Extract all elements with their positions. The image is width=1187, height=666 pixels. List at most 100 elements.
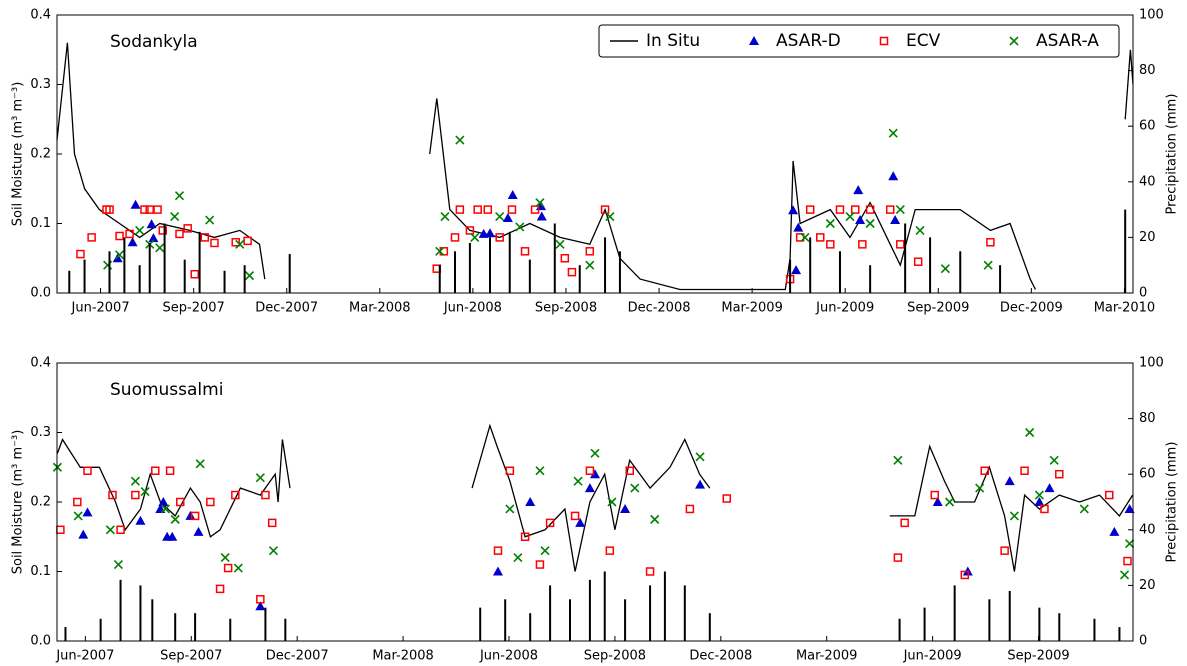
precip-bar [148,242,151,293]
legend-label: ASAR-A [1036,31,1099,51]
precip-bar [194,613,197,641]
y2-tick-label: 60 [1139,467,1156,482]
square-marker [87,233,96,242]
square-marker [885,205,895,214]
precip-bar [138,265,141,293]
x-marker [170,211,180,222]
square-marker [73,497,82,507]
triangle-marker [135,515,146,525]
x-marker [630,483,640,493]
square-marker [505,466,515,475]
in-situ-line [56,42,1134,291]
x-tick-label: Mar-2010 [1094,301,1155,316]
precip-bar [83,259,86,293]
x-marker [1119,570,1130,580]
precip-bar [229,618,232,641]
square-marker [865,205,875,214]
legend-label: ASAR-D [776,31,841,51]
triangle-marker [1004,476,1015,486]
square-marker [913,257,923,266]
precip-bar [663,571,666,641]
precip-bar [438,265,441,293]
precip-bar [1093,618,1096,641]
square-marker [851,205,860,214]
square-marker [585,247,595,256]
square-marker [125,229,134,239]
precip-bar [479,607,482,641]
square-marker [645,567,655,576]
x-marker [235,239,245,249]
precip-bar [504,599,507,641]
precip-bar [549,585,552,641]
precip-bar [588,579,591,641]
triangle-marker [485,228,496,238]
precip-bar [99,618,102,641]
square-marker [570,511,580,521]
x-tick-label: Mar-2008 [349,301,410,316]
square-marker [520,247,530,256]
square-marker [896,240,905,249]
precip-bar [468,242,471,293]
square-marker [1105,490,1114,500]
square-marker [158,226,167,235]
precip-bar [578,265,581,293]
square-marker [560,254,570,263]
x-marker [555,239,565,249]
x-marker [174,191,185,201]
precip-bar [603,571,606,641]
y2-tick-label: 20 [1139,578,1156,593]
square-marker [507,205,517,214]
triangle-marker [158,497,169,506]
x-marker [895,205,905,215]
precip-bar [528,259,531,293]
x-marker [695,452,705,462]
square-marker [1040,504,1049,514]
square-marker [930,490,939,500]
y2-tick-label: 20 [1139,230,1156,245]
precip-bar [618,251,621,293]
triangle-marker [255,601,266,611]
square-marker [183,224,192,233]
x-marker [455,135,465,145]
precip-bar [1118,627,1121,641]
square-marker [105,205,114,214]
x-marker [513,553,523,563]
panel-title: Suomussalmi [110,380,223,400]
y-tick-label: 0.3 [30,77,51,92]
triangle-marker [1109,526,1120,536]
square-marker [210,238,219,248]
y-tick-label: 0.1 [30,216,51,231]
triangle-marker [1044,483,1055,493]
x-marker [1025,427,1035,438]
x-tick-label: Sep-2008 [584,649,646,664]
precip-bar [898,618,901,641]
x-marker [535,466,545,476]
in-situ-line [56,423,1134,572]
triangle-marker [185,510,196,520]
x-marker [940,264,950,274]
precip-bar [264,607,267,641]
x-marker [535,198,545,208]
x-marker [800,232,810,242]
square-marker [530,205,540,214]
precip-bar [1058,613,1061,641]
square-marker [495,233,504,242]
y-tick-label: 0.1 [30,564,51,579]
precip-bar [64,627,67,641]
precip-bar [1038,607,1041,641]
square-marker [879,36,889,46]
x-marker [983,260,993,270]
x-marker [1125,539,1135,549]
x-marker [105,525,115,535]
y-tick-label: 0.0 [30,286,51,301]
x-marker [975,483,985,493]
precip-bar [988,599,991,641]
triangle-marker [855,215,866,225]
triangle-marker [793,222,804,232]
precip-bar [284,618,287,641]
x-marker [650,514,660,524]
x-marker [470,232,480,242]
x-tick-label: Dec-2008 [689,649,752,664]
x-marker [1049,455,1059,465]
triangle-marker [502,212,513,222]
